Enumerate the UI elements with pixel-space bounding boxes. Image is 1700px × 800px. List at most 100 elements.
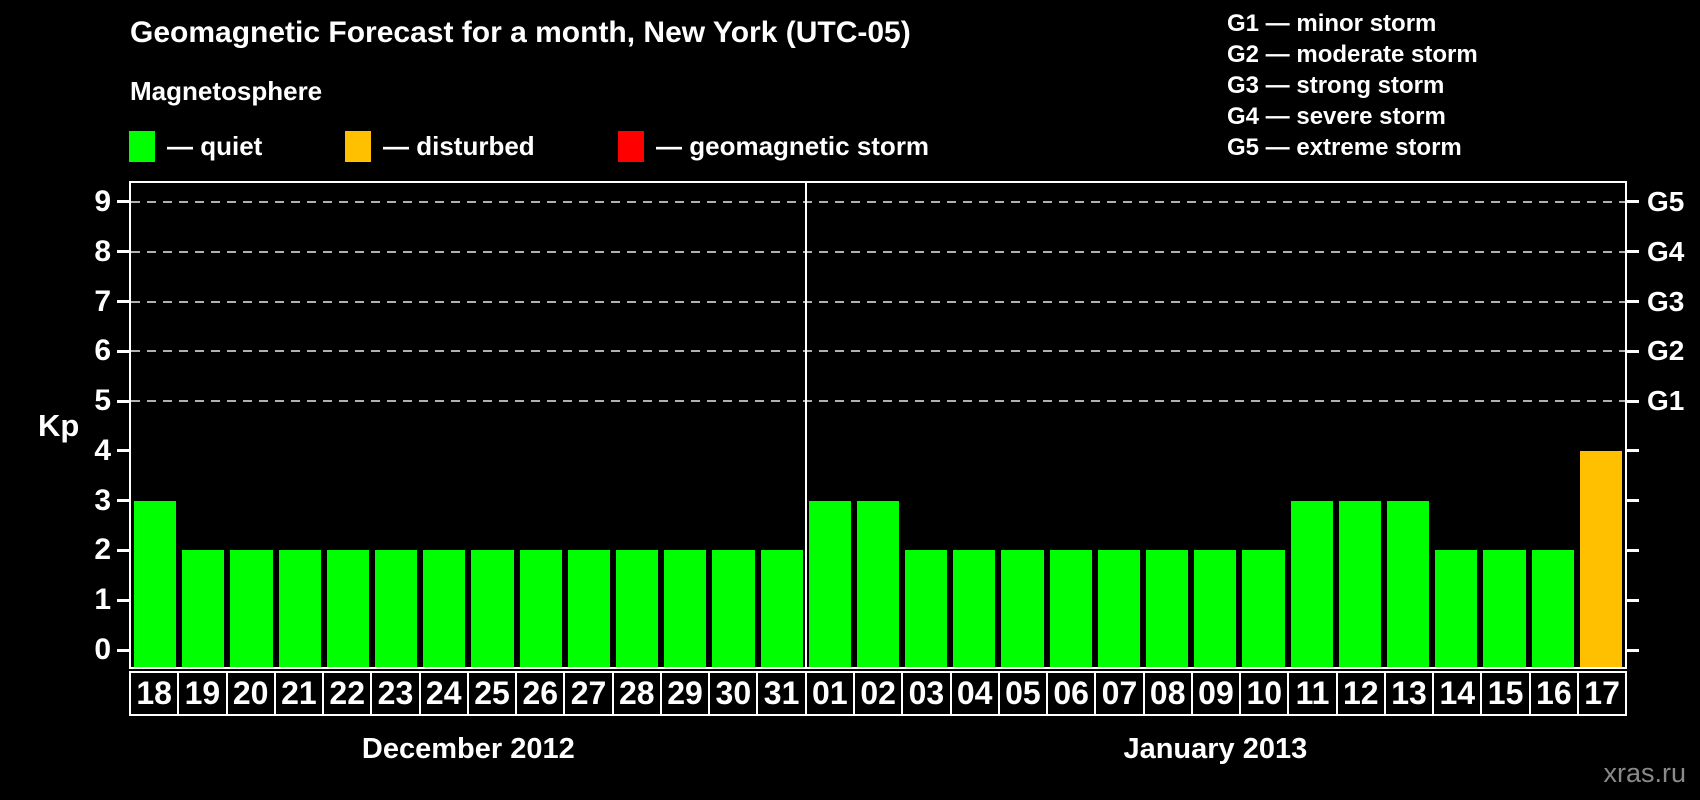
kp-bar-day-10: [1242, 550, 1285, 667]
day-label-28: 28: [614, 673, 662, 714]
y-tick-label-6: 6: [94, 334, 111, 368]
day-label-14: 14: [1434, 673, 1483, 714]
quiet-label: — quiet: [167, 131, 263, 161]
kp-bar-day-07: [1097, 550, 1141, 667]
kp-bar-day-13: [1387, 500, 1430, 667]
day-label-17: 17: [1584, 675, 1620, 711]
y-tick-right-7: [1627, 300, 1639, 303]
y-tick-right-6: [1627, 349, 1639, 353]
month-separator: [804, 183, 807, 667]
disturbed-label: — disturbed: [383, 131, 535, 161]
day-label-09: 09: [1193, 673, 1242, 714]
kp-bar-day-09: [1194, 550, 1237, 667]
kp-bar-day-15: [1483, 550, 1526, 667]
y-tick-label-1: 1: [94, 583, 111, 617]
kp-bar-day-24: [423, 550, 466, 667]
g-scale-label-g3: G3: [1647, 285, 1685, 317]
day-label-10: 10: [1241, 673, 1290, 714]
y-tick-label-5: 5: [94, 384, 111, 418]
y-tick-left-5: [117, 399, 129, 403]
day-label-12: 12: [1338, 673, 1386, 714]
g-scale-label-g2: G2: [1647, 335, 1685, 367]
y-tick-left-1: [117, 598, 129, 602]
day-label-15: 15: [1482, 673, 1531, 714]
kp-bar-day-03: [905, 550, 948, 667]
disturbed-color-swatch: [345, 131, 371, 162]
y-tick-left-2: [117, 548, 129, 552]
chart-title: Geomagnetic Forecast for a month, New Yo…: [130, 16, 911, 49]
y-tick-label-0: 0: [94, 633, 111, 667]
kp-bar-day-23: [374, 550, 418, 667]
day-label-05: 05: [1000, 673, 1049, 714]
y-tick-left-3: [117, 499, 129, 503]
day-label-23: 23: [372, 673, 421, 714]
legend-item-quiet: — quiet: [129, 131, 262, 162]
day-label-29: 29: [662, 673, 711, 714]
kp-bar-day-11: [1290, 500, 1333, 667]
kp-bar-day-22: [326, 550, 369, 667]
kp-bar-day-01: [808, 500, 851, 667]
day-label-25: 25: [469, 673, 518, 714]
y-tick-label-2: 2: [94, 533, 111, 567]
y-tick-right-4: [1627, 449, 1639, 453]
g5-legend-line: G5 — extreme storm: [1227, 134, 1462, 161]
plot-area: 0 1 2 3 4 5 6 7 8 9 G1 G2 G3 G4 G5: [94, 181, 1684, 669]
day-label-02: 02: [855, 673, 904, 714]
y-tick-label-9: 9: [94, 184, 111, 218]
g-scale-label-g4: G4: [1647, 235, 1685, 267]
day-label-21: 21: [276, 673, 325, 714]
g-scale-label-g1: G1: [1647, 385, 1685, 417]
day-label-07: 07: [1096, 673, 1145, 714]
kp-bar-day-20: [230, 550, 273, 667]
y-tick-right-2: [1627, 548, 1639, 552]
kp-bar-day-04: [953, 550, 996, 667]
kp-bar-day-27: [567, 550, 610, 667]
legend-item-disturbed: — disturbed: [345, 131, 535, 162]
y-tick-right-9: [1627, 200, 1639, 204]
y-tick-right-1: [1627, 598, 1639, 602]
g1-legend-line: G1 — minor storm: [1227, 10, 1437, 37]
day-label-01: 01: [807, 673, 855, 714]
legend-item-storm: — geomagnetic storm: [618, 131, 929, 162]
storm-label: — geomagnetic storm: [656, 131, 930, 161]
kp-bar-day-14: [1435, 550, 1478, 667]
g2-legend-line: G2 — moderate storm: [1227, 41, 1478, 68]
kp-bar-day-28: [615, 550, 659, 667]
y-tick-label-4: 4: [94, 433, 111, 467]
kp-bar-day-08: [1146, 550, 1189, 667]
kp-bar-day-26: [519, 550, 562, 667]
day-label-26: 26: [517, 673, 566, 714]
day-axis: 18 19 20 21 22 23 24 25 26 27 28 29 30 31 01 02 03 04 05 06…: [129, 671, 1627, 716]
day-label-16: 16: [1531, 673, 1579, 714]
y-tick-left-0: [117, 648, 129, 652]
y-tick-label-3: 3: [94, 483, 111, 517]
kp-bar-day-18: [134, 500, 177, 667]
gridline-kp-5: [131, 400, 1625, 403]
kp-bar-day-31: [760, 550, 803, 667]
day-label-19: 19: [179, 673, 228, 714]
y-tick-label-8: 8: [94, 234, 111, 268]
y-tick-left-7: [117, 300, 129, 303]
gridline-kp-6: [131, 350, 1625, 353]
y-tick-left-4: [117, 449, 129, 453]
month-label-0: December 2012: [361, 733, 575, 765]
day-label-11: 11: [1289, 673, 1338, 714]
day-label-22: 22: [324, 673, 373, 714]
kp-bar-day-29: [664, 550, 707, 667]
quiet-color-swatch: [129, 131, 155, 162]
day-label-24: 24: [421, 673, 469, 714]
gridline-kp-8: [131, 250, 1625, 253]
kp-bar-day-06: [1049, 550, 1092, 667]
y-tick-left-9: [117, 200, 129, 204]
y-tick-label-7: 7: [94, 284, 111, 318]
kp-bar-day-16: [1531, 550, 1574, 667]
y-tick-right-3: [1627, 499, 1639, 503]
storm-color-swatch: [618, 131, 644, 162]
gridline-kp-7: [131, 300, 1625, 303]
chart-subtitle: Magnetosphere: [130, 76, 323, 106]
kp-bar-day-12: [1338, 500, 1382, 667]
kp-bar-day-17: [1579, 450, 1622, 667]
y-tick-left-6: [117, 349, 129, 353]
g-scale-label-g5: G5: [1647, 185, 1685, 217]
